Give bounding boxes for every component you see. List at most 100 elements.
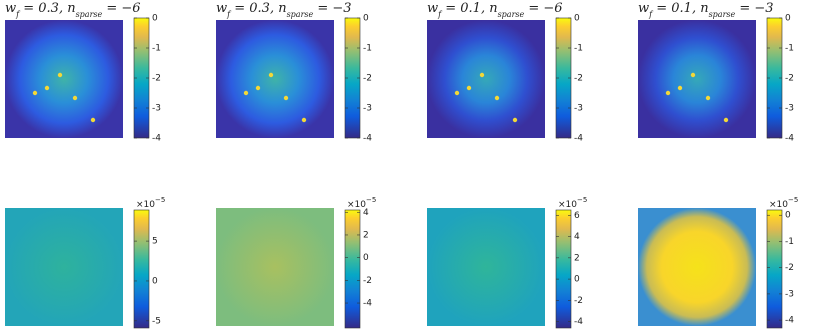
bright-spot <box>723 117 729 123</box>
bright-spot <box>512 117 518 123</box>
colorbar-tick-label: 5 <box>152 237 158 247</box>
colorbar-tick-label: -3 <box>152 104 161 114</box>
colorbar-tick-label: -2 <box>785 263 794 273</box>
title-part: = −6 <box>524 1 562 16</box>
colorbar-tick-label: -3 <box>574 104 583 114</box>
colorbar-tick-label: -4 <box>785 316 794 326</box>
bright-spot <box>494 95 500 101</box>
colorbar-exponent: ×10−5 <box>558 196 587 210</box>
bright-spot <box>301 117 307 123</box>
title-part: sparse <box>287 10 314 19</box>
title-part: w <box>5 1 16 16</box>
title-part: = 0.3, n <box>230 1 286 16</box>
colorbar-tick-label: -4 <box>574 134 583 144</box>
colorbar-tick-label: -2 <box>785 74 794 84</box>
colorbar-tick-label: -4 <box>574 317 583 327</box>
colorbar-tick-label: -3 <box>785 104 794 114</box>
colorbar-tick-label: 0 <box>574 14 580 24</box>
exponent-base: ×10 <box>136 200 155 210</box>
title-part: f <box>437 10 443 19</box>
colorbar-tick-label: -1 <box>785 237 794 247</box>
colorbar-tick-label: -1 <box>363 44 372 54</box>
title-part: f <box>226 10 232 19</box>
colorbar-tick-label: -4 <box>152 134 161 144</box>
exponent-power: −5 <box>788 196 798 204</box>
bright-spot <box>268 72 274 78</box>
bright-spot <box>690 72 696 78</box>
colorbar-tick-label: -3 <box>785 289 794 299</box>
exponent-power: −5 <box>155 196 165 204</box>
panel-title: wf = 0.1, nsparse = −3 <box>638 1 774 19</box>
bright-spot <box>466 85 472 91</box>
colorbar-tick-label: 0 <box>785 14 791 24</box>
heatmap-image <box>427 208 545 326</box>
colorbar-tick-label: -4 <box>363 134 372 144</box>
heatmap-image <box>216 20 334 138</box>
title-part: = −6 <box>102 1 140 16</box>
colorbar-tick-label: -1 <box>152 44 161 54</box>
colorbar-tick-label: 2 <box>363 230 369 240</box>
colorbar <box>133 209 150 329</box>
panel-title: wf = 0.3, nsparse = −6 <box>5 1 141 19</box>
colorbar-tick-label: -2 <box>363 74 372 84</box>
colorbar-tick-label: 2 <box>574 253 580 263</box>
title-part: = 0.1, n <box>652 1 708 16</box>
colorbar-tick-label: -2 <box>363 276 372 286</box>
title-part: sparse <box>498 10 525 19</box>
heatmap-image <box>638 208 756 326</box>
colorbar-tick-label: -4 <box>785 134 794 144</box>
title-part: = 0.3, n <box>19 1 75 16</box>
exponent-base: ×10 <box>769 200 788 210</box>
colorbar-tick-label: -1 <box>574 44 583 54</box>
title-part: w <box>216 1 227 16</box>
colorbar-tick-label: -5 <box>152 316 161 326</box>
bright-spot <box>44 85 50 91</box>
title-part: w <box>638 1 649 16</box>
colorbar-tick-label: -2 <box>574 74 583 84</box>
colorbar <box>344 209 361 329</box>
exponent-base: ×10 <box>558 200 577 210</box>
colorbar <box>555 209 572 329</box>
title-part: = −3 <box>313 1 351 16</box>
colorbar-exponent: ×10−5 <box>136 196 165 210</box>
bright-spot <box>90 117 96 123</box>
heatmap-image <box>5 208 123 326</box>
colorbar-tick-label: -3 <box>363 104 372 114</box>
bright-spot <box>677 85 683 91</box>
colorbar-tick-label: 4 <box>574 232 580 242</box>
colorbar-tick-label: 0 <box>574 275 580 285</box>
title-part: w <box>427 1 438 16</box>
colorbar-tick-label: -2 <box>152 74 161 84</box>
heatmap-image <box>216 208 334 326</box>
bright-spot <box>255 85 261 91</box>
bright-spot <box>454 90 460 96</box>
heatmap-image <box>427 20 545 138</box>
colorbar-tick-label: 0 <box>785 211 791 221</box>
bright-spot <box>32 90 38 96</box>
bright-spot <box>665 90 671 96</box>
exponent-power: −5 <box>366 196 376 204</box>
panel-title: wf = 0.3, nsparse = −3 <box>216 1 352 19</box>
colorbar-tick-label: -1 <box>785 44 794 54</box>
colorbar <box>766 209 783 329</box>
colorbar-exponent: ×10−5 <box>769 196 798 210</box>
colorbar-tick-label: 4 <box>363 208 369 218</box>
colorbar-tick-label: 0 <box>363 14 369 24</box>
title-part: = −3 <box>735 1 773 16</box>
panel-title: wf = 0.1, nsparse = −6 <box>427 1 563 19</box>
exponent-base: ×10 <box>347 200 366 210</box>
colorbar-tick-label: 6 <box>574 211 580 221</box>
colorbar-tick-label: -4 <box>363 299 372 309</box>
title-part: sparse <box>709 10 736 19</box>
title-part: f <box>15 10 21 19</box>
title-part: f <box>648 10 654 19</box>
bright-spot <box>72 95 78 101</box>
title-part: = 0.1, n <box>441 1 497 16</box>
heatmap-image <box>638 20 756 138</box>
title-part: sparse <box>76 10 103 19</box>
bright-spot <box>243 90 249 96</box>
bright-spot <box>705 95 711 101</box>
bright-spot <box>283 95 289 101</box>
heatmap-image <box>5 20 123 138</box>
